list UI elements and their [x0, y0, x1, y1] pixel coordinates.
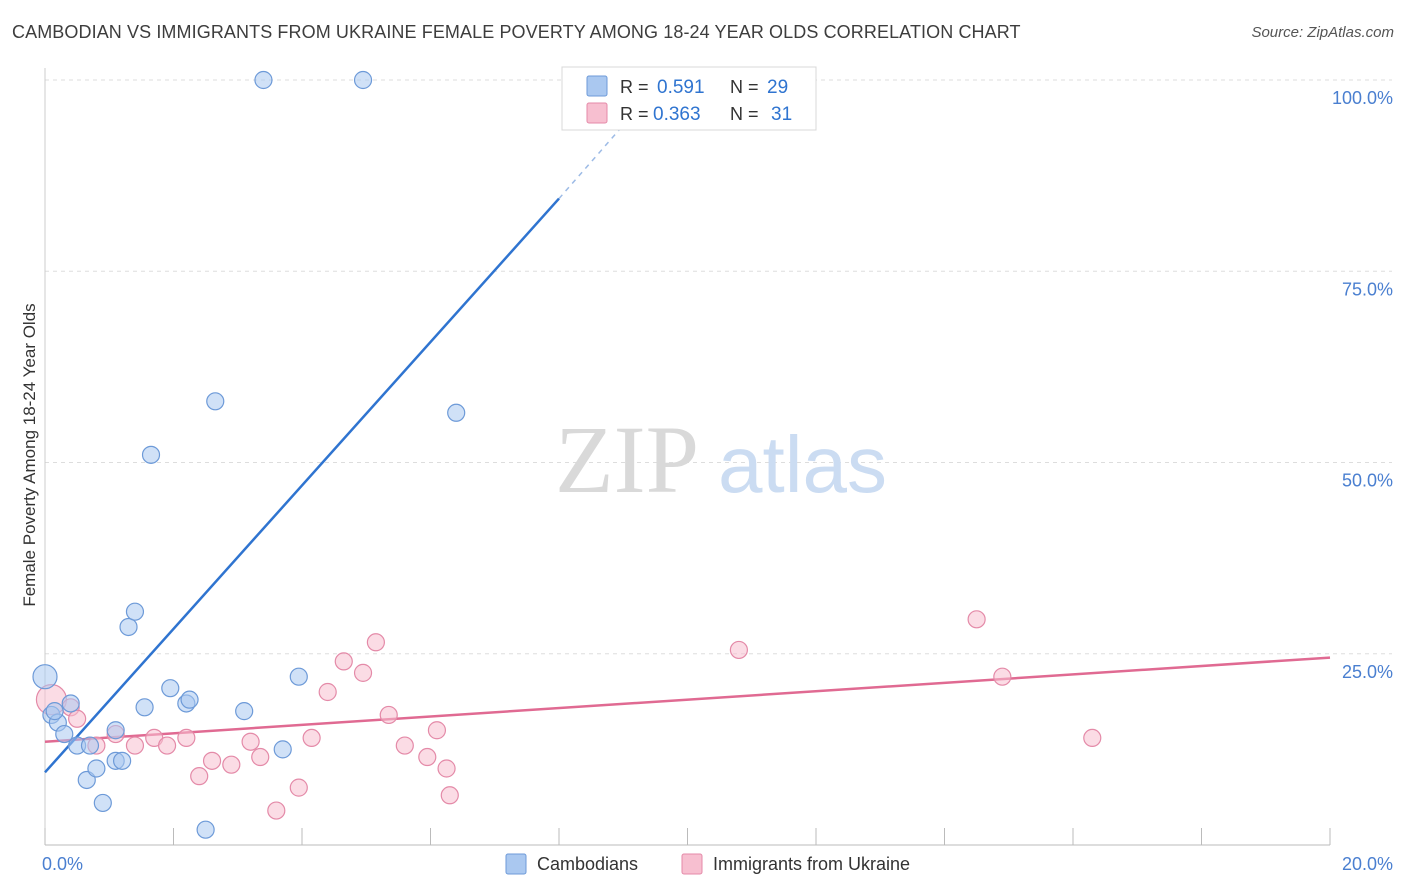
ukraine-point-28 [729, 640, 749, 660]
trend-line-ukraine [44, 656, 1331, 743]
ukraine-point-22 [379, 705, 398, 725]
cambodians-point-18 [161, 679, 180, 698]
legend-r-value-2: 0.363 [653, 104, 701, 125]
cambodians-point-17 [141, 445, 161, 464]
cambodians-point-29 [45, 702, 64, 721]
legend-label-ukraine: Immigrants from Ukraine [713, 854, 910, 874]
legend-r-label-1: R = [620, 77, 649, 97]
ukraine-point-23 [395, 736, 414, 755]
watermark: ZIP atlas [555, 406, 887, 513]
cambodians-point-5 [61, 694, 80, 713]
cambodians-point-23 [235, 702, 254, 721]
ukraine-point-12 [222, 755, 241, 774]
cambodians-point-13 [112, 751, 132, 770]
ukraine-point-14 [251, 747, 270, 767]
cambodians-point-8 [80, 736, 100, 755]
ukraine-point-10 [190, 767, 209, 786]
ukraine-point-21 [366, 633, 385, 652]
x-tick-label-max: 20.0% [1342, 854, 1393, 874]
ukraine-point-19 [334, 652, 353, 671]
cambodians-point-25 [273, 740, 292, 759]
ukraine-point-9 [177, 728, 196, 748]
ukraine-point-26 [437, 759, 456, 778]
legend-n-value-2: 31 [771, 104, 792, 125]
ukraine-point-27 [440, 786, 459, 805]
chart-title: CAMBODIAN VS IMMIGRANTS FROM UKRAINE FEM… [12, 22, 1021, 42]
ukraine-point-6 [125, 736, 145, 755]
stats-legend: R = 0.591 N = 29 R = 0.363 N = 31 [561, 66, 817, 131]
cambodians-point-24 [254, 70, 273, 90]
trend-line-cambodians [44, 197, 560, 774]
legend-label-cambodians: Cambodians [537, 854, 638, 874]
legend-swatch-ukraine [681, 853, 703, 875]
ukraine-point-30 [993, 667, 1012, 686]
legend-n-label-1: N = [730, 77, 759, 97]
legend-n-value-1: 29 [767, 77, 788, 98]
x-tick-label-min: 0.0% [42, 854, 83, 874]
series-ukraine-points [35, 610, 1102, 820]
legend-swatch-cambodians [505, 853, 527, 875]
gridlines [45, 79, 1392, 655]
cambodians-point-14 [119, 617, 138, 637]
bottom-legend: Cambodians Immigrants from Ukraine [505, 853, 910, 875]
cambodians-point-21 [196, 820, 215, 839]
cambodians-point-26 [289, 667, 308, 686]
source-credit: Source: ZipAtlas.com [1251, 24, 1394, 41]
ukraine-point-17 [302, 728, 321, 748]
ukraine-point-8 [157, 736, 177, 755]
legend-swatch-pink [586, 102, 608, 124]
cambodians-point-1 [32, 664, 58, 690]
ukraine-point-24 [418, 747, 437, 767]
cambodians-point-9 [87, 759, 106, 778]
ukraine-point-16 [289, 778, 308, 797]
y-tick-label-100: 100.0% [1332, 88, 1393, 108]
legend-n-label-2: N = [730, 104, 759, 124]
cambodians-point-22 [206, 392, 225, 411]
y-axis-label: Female Poverty Among 18-24 Year Olds [20, 303, 39, 606]
y-tick-labels: 25.0% 50.0% 75.0% 100.0% [1332, 88, 1393, 682]
watermark-atlas: atlas [718, 420, 887, 509]
legend-swatch-blue [586, 75, 608, 97]
ukraine-point-31 [1083, 728, 1102, 748]
ukraine-point-15 [267, 801, 286, 820]
watermark-zip: ZIP [555, 406, 699, 513]
ukraine-point-13 [241, 732, 260, 751]
trend-lines [44, 110, 1331, 774]
y-tick-label-50: 50.0% [1342, 471, 1393, 491]
cambodians-point-12 [106, 721, 125, 740]
y-tick-label-25: 25.0% [1342, 662, 1393, 682]
cambodians-point-28 [447, 403, 466, 422]
cambodians-point-20 [180, 690, 199, 709]
legend-r-value-1: 0.591 [657, 77, 705, 98]
cambodians-point-16 [135, 698, 154, 717]
ukraine-point-3 [68, 709, 87, 728]
ukraine-point-29 [967, 610, 986, 629]
cambodians-point-15 [125, 602, 145, 621]
x-tick-labels: 0.0% 20.0% [42, 854, 1393, 874]
cambodians-point-4 [55, 724, 74, 744]
ukraine-point-11 [202, 751, 222, 770]
legend-r-label-2: R = [620, 104, 649, 124]
ukraine-point-20 [353, 663, 373, 682]
ukraine-point-25 [427, 721, 447, 740]
ukraine-point-18 [318, 682, 337, 702]
y-tick-label-75: 75.0% [1342, 279, 1393, 299]
cambodians-point-10 [93, 793, 112, 813]
series-cambodians-points [32, 70, 466, 839]
cambodians-point-27 [353, 70, 373, 90]
